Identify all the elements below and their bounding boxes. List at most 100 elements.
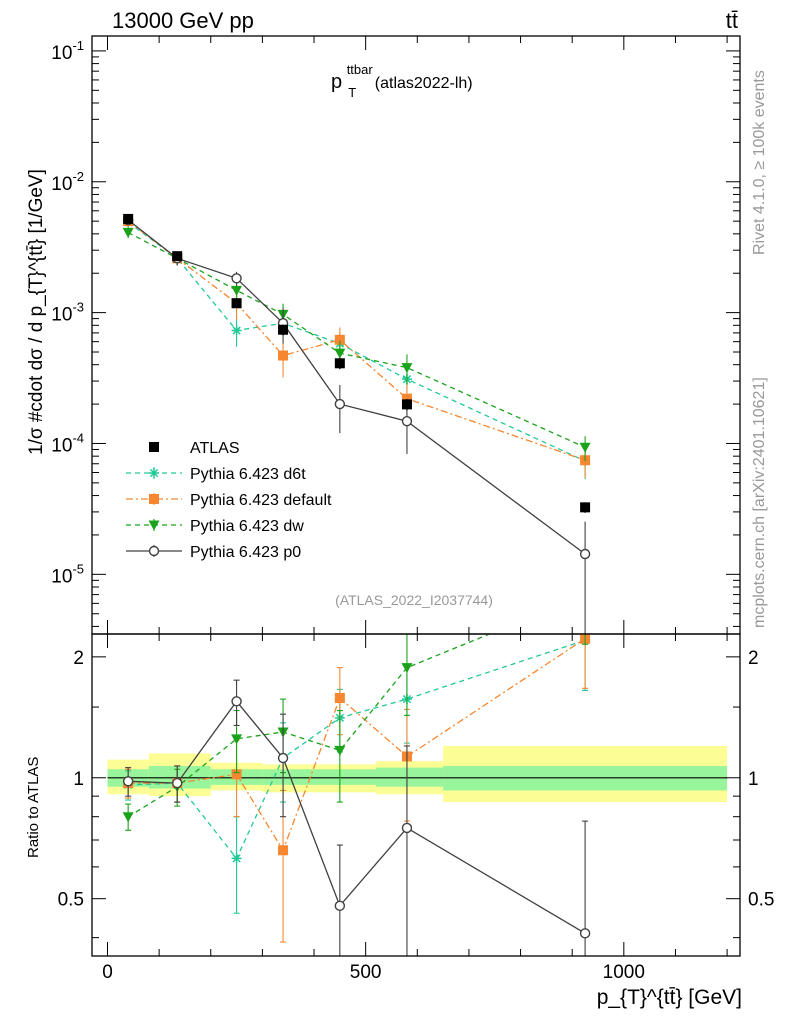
ratio-ytick-label-right: 1: [748, 769, 759, 790]
legend: ATLAS Pythia 6.423 d6t Pythia 6.423 defaul…: [126, 440, 332, 561]
ratio-ytick-label-right: 2: [748, 648, 759, 669]
data-point-pythia-6-423-p0: [401, 416, 413, 427]
main-ylabel: 1/σ #cdot dσ / d p_{T}^{tt̄} [1/GeV]: [26, 169, 47, 455]
ratio-panel-series: [122, 634, 591, 956]
data-point-pythia-6-423-default: [334, 334, 345, 345]
legend-marker-atlas: [149, 442, 159, 452]
ratio-point-pythia-6-423-p0: [277, 752, 289, 764]
ratio-panel-frame: [91, 633, 741, 957]
ratio-panel-axes: 0.5 0.5 1 1 2 2 0 500 1000: [58, 634, 774, 983]
ratio-point-pythia-6-423-p0: [231, 696, 242, 707]
legend-entry-pythia-6-423-dw: Pythia 6.423 dw: [126, 518, 304, 535]
main-title-sub: T: [348, 85, 356, 100]
main-title: p ttbar T (atlas2022-lh): [331, 57, 473, 102]
data-point-atlas: [123, 213, 134, 224]
data-point-atlas: [401, 399, 412, 410]
main-ytick-exponent: -3: [72, 300, 84, 315]
legend-marker-pythia-6-423-dw: [148, 520, 160, 531]
ratio-series-pythia-6-423-p0: [122, 679, 591, 956]
series-pythia-6-423-default: [123, 216, 591, 478]
ratio-point-pythia-6-423-p0: [122, 776, 134, 787]
ratio-point-pythia-6-423-dw: [334, 745, 346, 756]
data-point-pythia-6-423-p0: [334, 398, 346, 410]
main-title-main: p: [331, 71, 342, 93]
data-point-atlas: [334, 358, 345, 369]
ratio-point-pythia-6-423-d6t: [231, 853, 242, 864]
main-ytick-exponent: -2: [72, 169, 84, 184]
ratio-band-inner: [375, 767, 444, 787]
ratio-point-pythia-6-423-default: [231, 769, 242, 780]
legend-entry-pythia-6-423-default: Pythia 6.423 default: [126, 492, 332, 509]
main-title-sup: ttbar: [347, 62, 374, 77]
series-pythia-6-423-p0: [122, 214, 591, 634]
main-ytick-exponent: -5: [72, 561, 84, 576]
data-point-pythia-6-423-dw: [122, 227, 134, 238]
legend-label-pythia-6-423-default: Pythia 6.423 default: [190, 492, 332, 509]
data-point-pythia-6-423-p0: [579, 548, 591, 560]
data-point-atlas: [278, 324, 289, 335]
ratio-series-clip: [122, 634, 591, 956]
ratio-point-pythia-6-423-dw: [231, 734, 243, 745]
rivet-label: Rivet 4.1.0, ≥ 100k events: [751, 70, 768, 255]
ratio-point-pythia-6-423-p0: [401, 822, 413, 834]
ratio-point-pythia-6-423-p0: [171, 777, 183, 789]
legend-marker-pythia-6-423-p0: [148, 545, 160, 557]
ratio-point-pythia-6-423-dw: [122, 812, 134, 823]
series-atlas: [123, 213, 591, 513]
main-ytick-label: 10-4: [51, 430, 84, 456]
main-ytick-label: 10-5: [51, 561, 84, 587]
main-ytick-label: 10-2: [51, 169, 84, 195]
series-pythia-6-423-dw: [122, 227, 591, 461]
analysis-id: (ATLAS_2022_I2037744): [335, 592, 493, 608]
ratio-ytick-label-right: 0.5: [748, 890, 774, 911]
legend-label-pythia-6-423-dw: Pythia 6.423 dw: [190, 518, 304, 535]
data-point-pythia-6-423-default: [401, 393, 412, 404]
legend-entry-pythia-6-423-p0: Pythia 6.423 p0: [126, 544, 301, 561]
ratio-ytick-label-left: 0.5: [58, 890, 84, 911]
data-point-pythia-6-423-dw: [401, 363, 413, 374]
ratio-point-pythia-6-423-dw: [401, 663, 413, 674]
main-ytick-exponent: -4: [72, 430, 84, 445]
data-point-pythia-6-423-d6t: [231, 325, 242, 336]
main-ytick-label: 10-3: [51, 300, 84, 326]
main-title-tail: (atlas2022-lh): [375, 75, 473, 92]
ratio-xtick-label: 500: [350, 962, 382, 983]
ratio-panel-bands: [107, 745, 728, 803]
legend-marker-pythia-6-423-d6t: [149, 468, 159, 478]
main-panel-series: [122, 213, 591, 634]
legend-marker-pythia-6-423-default: [149, 494, 159, 504]
ratio-ytick-label-left: 1: [73, 769, 84, 790]
ratio-band-inner: [262, 769, 376, 785]
main-panel-axes: 10-5 10-4 10-3 10-2 10-1: [51, 36, 740, 634]
ratio-xtick-label: 1000: [603, 962, 645, 983]
data-point-atlas: [172, 251, 183, 262]
mcplots-label: mcplots.cern.ch [arXiv:2401.10621]: [751, 377, 768, 628]
legend-label-pythia-6-423-p0: Pythia 6.423 p0: [190, 544, 301, 561]
ratio-line-pythia-6-423-default: [128, 638, 586, 852]
energy-label: 13000 GeV pp: [112, 8, 254, 33]
legend-label-atlas: ATLAS: [190, 440, 240, 457]
data-point-atlas: [580, 502, 591, 513]
data-point-pythia-6-423-default: [278, 350, 289, 361]
ratio-point-pythia-6-423-default: [334, 692, 345, 703]
series-line-pythia-6-423-default: [127, 220, 586, 461]
main-ytick-label: 10-1: [51, 38, 84, 64]
ratio-ytick-label-left: 2: [73, 648, 84, 669]
legend-entry-pythia-6-423-d6t: Pythia 6.423 d6t: [126, 466, 306, 483]
legend-entry-atlas: ATLAS: [149, 440, 240, 457]
ratio-point-pythia-6-423-default: [278, 845, 289, 856]
data-point-pythia-6-423-dw: [334, 348, 346, 359]
data-point-pythia-6-423-p0: [231, 273, 242, 284]
series-line-pythia-6-423-d6t: [127, 221, 586, 462]
data-point-pythia-6-423-dw: [579, 442, 591, 453]
main-ytick-exponent: -1: [72, 38, 84, 53]
data-point-pythia-6-423-dw: [231, 285, 243, 296]
ratio-xlabel: p_{T}^{tt̄} [GeV]: [597, 986, 742, 1009]
ratio-point-pythia-6-423-p0: [579, 928, 591, 939]
ratio-point-pythia-6-423-p0: [334, 900, 346, 912]
legend-label-pythia-6-423-d6t: Pythia 6.423 d6t: [190, 466, 306, 483]
ratio-xtick-label: 0: [102, 962, 113, 983]
ratio-ylabel: Ratio to ATLAS: [25, 757, 42, 858]
data-point-atlas: [231, 298, 242, 309]
